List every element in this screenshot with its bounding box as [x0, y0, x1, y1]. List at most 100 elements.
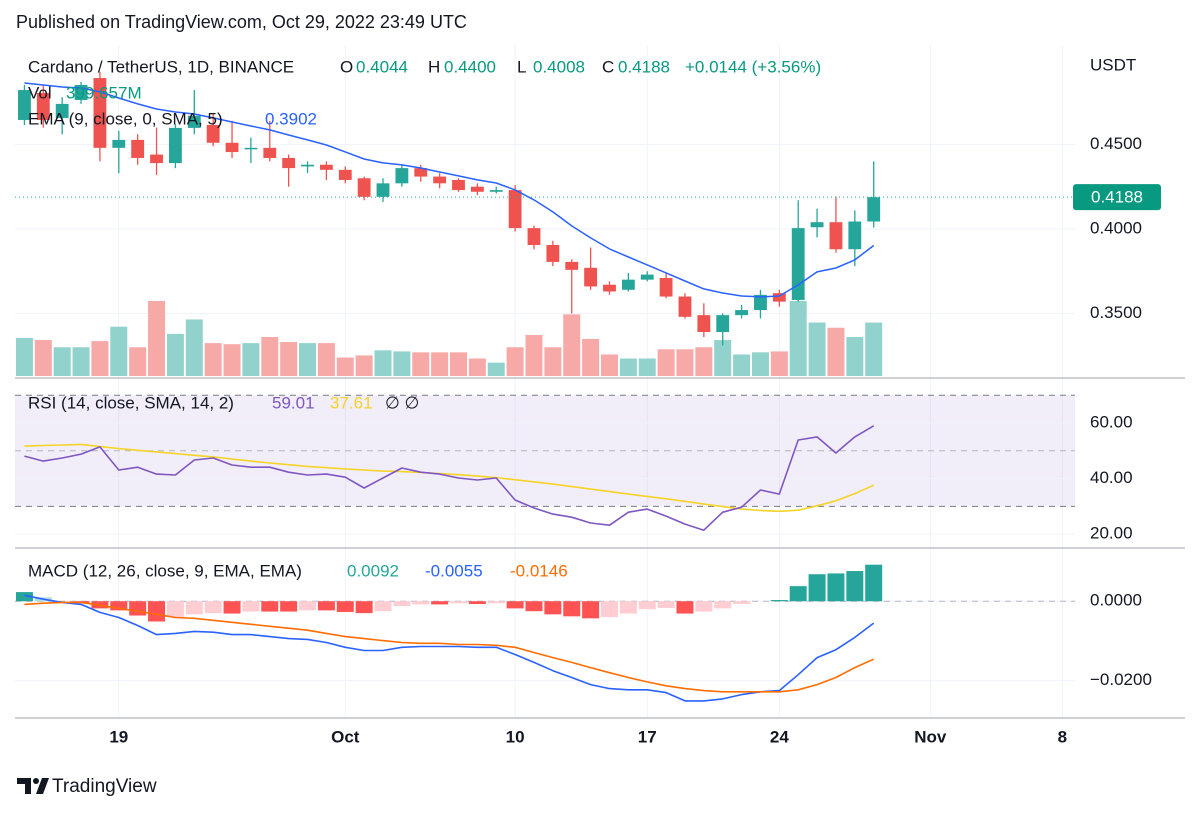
histogram-bar [506, 601, 524, 609]
volume-bar [808, 322, 826, 376]
candle-body [282, 157, 296, 169]
volume-bar [846, 336, 864, 376]
indicator-value: -0.0146 [510, 561, 568, 580]
candle-body [301, 164, 314, 167]
histogram-bar [355, 601, 373, 614]
histogram-bar [110, 601, 128, 611]
ohlc-value: 0.4400 [444, 57, 496, 76]
macd-line [24, 594, 875, 702]
volume-value: 399.657M [66, 83, 142, 102]
ema-legend: EMA (9, close, 0, SMA, 5) [28, 109, 223, 128]
pane-title: MACD (12, 26, close, 9, EMA, EMA) [28, 561, 302, 580]
histogram-bar [638, 601, 656, 610]
volume-bar [336, 357, 354, 376]
volume-bar [487, 362, 505, 376]
pane-extra: ∅ ∅ [385, 393, 419, 412]
indicator-value: -0.0055 [425, 561, 483, 580]
y-tick-label: 60.00 [1090, 413, 1133, 432]
macd-line [24, 601, 875, 693]
candle-body [36, 92, 50, 120]
histogram-bar [770, 600, 788, 602]
candle-body [678, 296, 692, 317]
symbol-title: Cardano / TetherUS, 1D, BINANCE [28, 57, 294, 76]
last-price-box [1073, 184, 1161, 211]
ohlc-value: 0.4008 [533, 57, 585, 76]
ema-value: 0.3902 [265, 109, 317, 128]
histogram-bar [582, 601, 600, 619]
histogram-bar [657, 601, 675, 608]
plot-underlay [15, 45, 1075, 718]
volume-bar [865, 322, 883, 376]
volume-bar [676, 349, 694, 376]
histogram-bar [619, 601, 637, 614]
histogram-bar [695, 601, 713, 612]
volume-bar [280, 342, 298, 376]
indicator-value: 59.01 [272, 393, 315, 412]
histogram-bar [544, 601, 562, 615]
histogram-bar [808, 574, 826, 602]
y-tick-label: 0.0000 [1090, 591, 1142, 610]
ohlc-key: O [340, 57, 353, 76]
y-tick-label: 20.00 [1090, 524, 1133, 543]
ohlc-key: L [517, 57, 526, 76]
histogram-bar [15, 592, 33, 602]
histogram-bar [600, 601, 618, 618]
y-tick-label: 0.4500 [1090, 134, 1142, 153]
candle-body [470, 186, 484, 192]
x-tick-label: 17 [638, 727, 657, 746]
histogram-bar [299, 601, 317, 611]
published-note: Published on TradingView.com, Oct 29, 20… [16, 12, 467, 32]
histogram-bar [374, 601, 392, 612]
volume-bar [72, 347, 90, 376]
candle-body [603, 284, 616, 292]
volume-bar [53, 347, 71, 376]
candle-body [452, 179, 465, 191]
histogram-bar [525, 601, 543, 612]
candle-body [848, 221, 862, 250]
histogram-bar [261, 601, 279, 612]
candle-body [829, 222, 843, 250]
histogram-bar [487, 601, 505, 604]
indicator-value: 37.61 [330, 393, 373, 412]
volume-bar [582, 338, 600, 376]
candle-body [433, 176, 447, 184]
volume-bar [751, 352, 769, 376]
ema-line [24, 82, 875, 298]
x-tick-label: 19 [109, 727, 128, 746]
candle-body [206, 124, 220, 143]
candle-body [867, 197, 881, 222]
volume-bar [714, 340, 732, 376]
candle-body [716, 315, 730, 333]
volume-bar [223, 344, 241, 376]
ohlc-value: 0.4188 [618, 57, 670, 76]
histogram-bar [166, 601, 184, 618]
candle-body [319, 164, 333, 170]
histogram-bar [450, 601, 467, 604]
candle-body [187, 115, 201, 128]
candle-body [93, 78, 107, 148]
volume-bar [619, 358, 637, 376]
indicator-line [24, 425, 875, 532]
candle-body [55, 103, 69, 118]
ohlc-value: 0.4044 [356, 57, 408, 76]
volume-bar [204, 343, 222, 376]
histogram-bar [393, 601, 411, 606]
volume-bar [827, 327, 845, 376]
candle-body [659, 277, 673, 297]
candle-body [150, 154, 163, 164]
volume-bar [299, 343, 317, 376]
volume-bar [468, 358, 486, 376]
candle-body [697, 315, 711, 333]
candle-body [489, 190, 503, 192]
histogram-bar [148, 601, 166, 622]
pane-title: RSI (14, close, SMA, 14, 2) [28, 393, 234, 412]
volume-bar [261, 336, 279, 376]
volume-legend: Vol [28, 83, 52, 102]
candle-body [584, 267, 598, 287]
candle-body [244, 147, 258, 150]
histogram-bar [336, 601, 354, 612]
volume-bar [393, 351, 411, 376]
x-tick-label: Nov [914, 727, 947, 746]
volume-bar [317, 343, 335, 376]
